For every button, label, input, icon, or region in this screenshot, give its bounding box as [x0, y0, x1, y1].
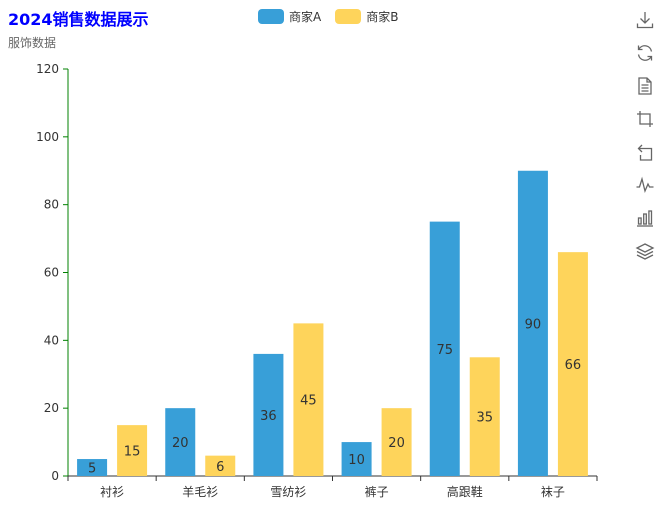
x-tick-label: 裤子	[365, 485, 389, 499]
y-tick-label: 60	[44, 266, 59, 280]
zoom-icon[interactable]	[635, 109, 655, 129]
bar	[253, 353, 284, 476]
bar-value-label: 6	[216, 460, 224, 475]
legend-swatch-merchant-a	[258, 8, 284, 24]
bar	[429, 221, 460, 476]
y-tick-label: 120	[36, 62, 59, 76]
x-tick-label: 袜子	[541, 485, 565, 499]
chart-title: 2024销售数据展示	[8, 10, 149, 29]
legend-item-merchant-b[interactable]: 商家B	[335, 6, 398, 26]
bar	[557, 252, 588, 476]
stack-icon[interactable]	[635, 241, 655, 261]
bar-value-label: 20	[388, 436, 405, 451]
bar-value-label: 35	[476, 411, 493, 426]
download-icon[interactable]	[635, 10, 655, 30]
y-tick-label: 40	[44, 333, 59, 347]
bar	[469, 357, 500, 476]
bar	[293, 323, 324, 476]
bar-value-label: 36	[260, 409, 277, 424]
legend-label-merchant-a: 商家A	[289, 9, 322, 24]
x-tick-label: 羊毛衫	[182, 484, 218, 499]
x-tick-label: 高跟鞋	[447, 484, 483, 499]
y-tick-label: 0	[51, 469, 59, 483]
y-tick-label: 80	[44, 198, 59, 212]
data-view-icon[interactable]	[635, 76, 655, 96]
x-tick-label: 衬衫	[100, 485, 124, 499]
toolbox	[635, 10, 655, 261]
bar-value-label: 90	[525, 317, 542, 332]
line-chart-icon[interactable]	[635, 175, 655, 195]
bar	[165, 408, 196, 476]
legend: 商家A 商家B	[258, 6, 398, 26]
bar	[517, 170, 548, 476]
bar-chart-icon[interactable]	[635, 208, 655, 228]
bar-value-label: 15	[124, 445, 141, 460]
bar-value-label: 20	[172, 436, 189, 451]
bar-value-label: 10	[348, 453, 365, 468]
y-tick-label: 100	[36, 130, 59, 144]
y-tick-label: 20	[44, 401, 59, 415]
bar	[205, 455, 236, 476]
bar-value-label: 66	[565, 358, 582, 373]
bar-value-label: 75	[436, 343, 453, 358]
bar	[117, 425, 148, 476]
zoom-reset-icon[interactable]	[635, 142, 655, 162]
bar-value-label: 5	[88, 462, 96, 477]
bar	[341, 442, 372, 476]
bar	[77, 459, 108, 476]
legend-swatch-merchant-b	[335, 8, 362, 24]
bar-value-label: 45	[300, 394, 317, 409]
bar	[381, 408, 412, 476]
refresh-icon[interactable]	[635, 43, 655, 63]
legend-item-merchant-a[interactable]: 商家A	[258, 6, 321, 26]
x-tick-label: 雪纺衫	[270, 485, 306, 499]
chart-subtitle: 服饰数据	[8, 36, 57, 50]
legend-label-merchant-b: 商家B	[366, 9, 399, 24]
